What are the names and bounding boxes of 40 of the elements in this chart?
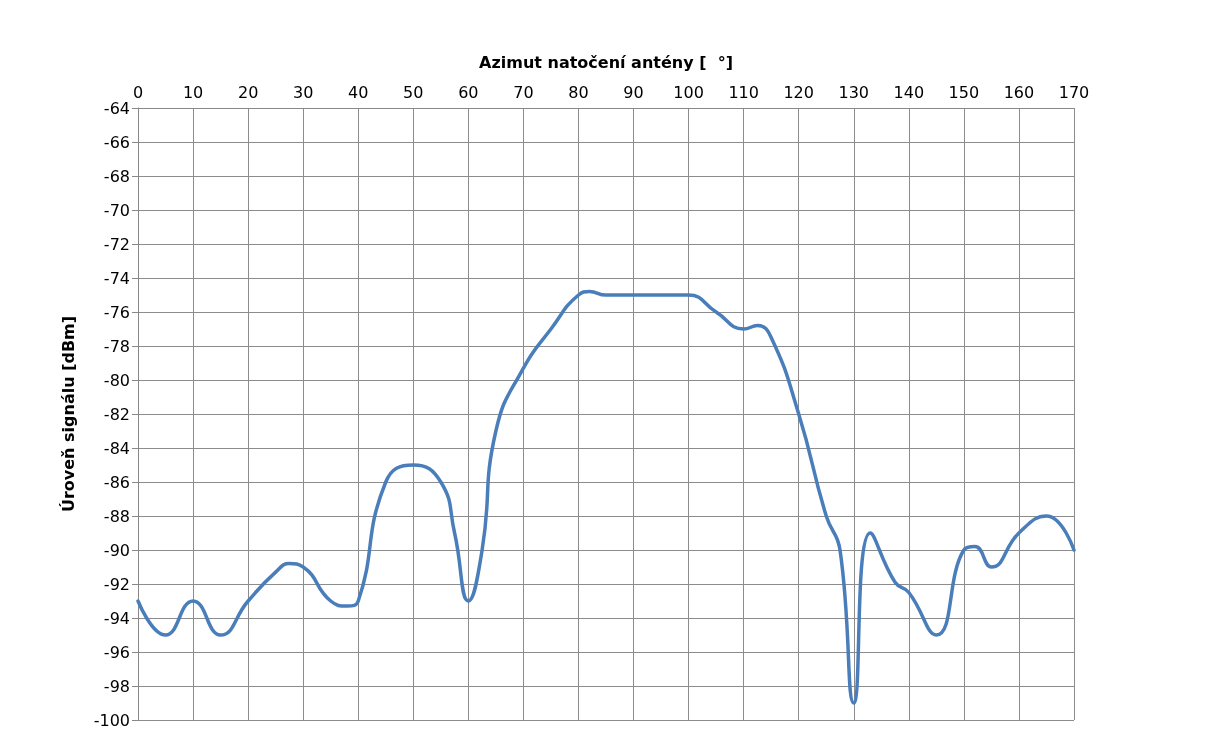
x-tick-label: 50 xyxy=(403,82,424,102)
y-tick-label: -76 xyxy=(103,302,130,322)
y-axis-title: Úroveň signálu [dBm] xyxy=(58,315,78,513)
y-tick-label: -72 xyxy=(103,234,130,254)
x-tick-label: 160 xyxy=(1003,82,1035,102)
x-tick-label: 0 xyxy=(132,82,144,102)
line-series xyxy=(136,289,1076,705)
y-tick-label: -94 xyxy=(103,608,130,628)
y-tick-label: -70 xyxy=(103,200,130,220)
y-tick-label: -84 xyxy=(103,438,130,458)
y-tick-label: -66 xyxy=(103,132,130,152)
x-tick-label: 130 xyxy=(838,82,870,102)
y-tick-label: -64 xyxy=(103,98,130,118)
y-tick-label: -90 xyxy=(103,540,130,560)
y-tick-label: -98 xyxy=(103,676,130,696)
y-tick-label: -100 xyxy=(93,710,130,730)
x-tick-label: 30 xyxy=(293,82,314,102)
x-tick-label: 70 xyxy=(513,82,534,102)
x-tick-label: 110 xyxy=(728,82,759,102)
x-tick-label: 120 xyxy=(783,82,814,102)
y-tick-label: -78 xyxy=(103,336,130,356)
x-tick-label: 20 xyxy=(237,82,259,102)
x-tick-label: 170 xyxy=(1058,82,1090,102)
y-tick-label: -68 xyxy=(103,166,130,186)
y-tick-label: -86 xyxy=(103,472,130,492)
y-tick-label: -74 xyxy=(103,268,130,288)
y-tick-label: -88 xyxy=(103,506,130,526)
x-tick-label: 10 xyxy=(182,82,204,102)
x-axis-title: Azimut natočení antény [ °] xyxy=(479,52,733,72)
x-tick-label: 40 xyxy=(348,82,369,102)
y-tick-label: -96 xyxy=(103,642,130,662)
x-tick-label: 60 xyxy=(458,82,479,102)
y-tick-label: -80 xyxy=(103,370,130,390)
y-tick-label: -92 xyxy=(103,574,130,594)
x-tick-label: 100 xyxy=(673,82,704,102)
x-tick-label: 140 xyxy=(893,82,925,102)
x-tick-label: 150 xyxy=(948,82,980,102)
y-tick-label: -82 xyxy=(103,404,130,424)
x-tick-label: 90 xyxy=(623,82,644,102)
x-tick-label: 80 xyxy=(568,82,589,102)
